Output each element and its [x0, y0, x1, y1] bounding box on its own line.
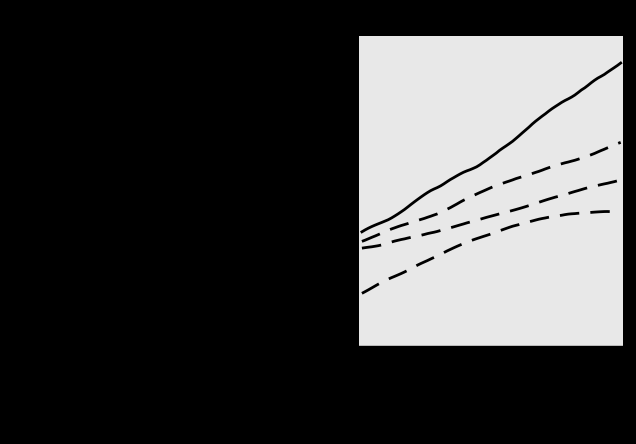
- X-axis label: Forecast
period: Forecast period: [453, 380, 529, 418]
